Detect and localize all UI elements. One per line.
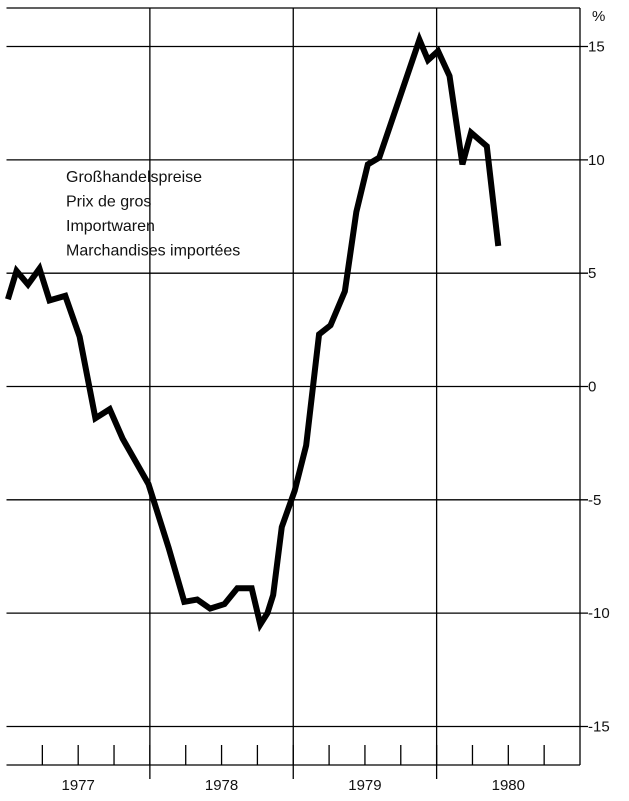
x-tick-label: 1980 [492,777,525,794]
y-tick-label: 5 [588,265,596,282]
legend-text: Marchandises importées [66,243,240,260]
legend-text: Großhandelspreise [66,169,202,186]
y-tick-label: 10 [588,152,605,169]
y-tick-label: 15 [588,38,605,55]
unit-label: % [592,8,605,25]
x-tick-label: 1979 [348,777,381,794]
x-tick-label: 1978 [205,777,238,794]
y-tick-label: -10 [588,605,610,622]
data-line [5,31,502,633]
y-tick-label: 0 [588,378,596,395]
y-tick-label: -15 [588,718,610,735]
legend-text: Importwaren [66,218,155,235]
x-tick-label: 1977 [62,777,95,794]
legend-text: Prix de gros [66,194,151,211]
y-tick-label: -5 [588,492,601,509]
